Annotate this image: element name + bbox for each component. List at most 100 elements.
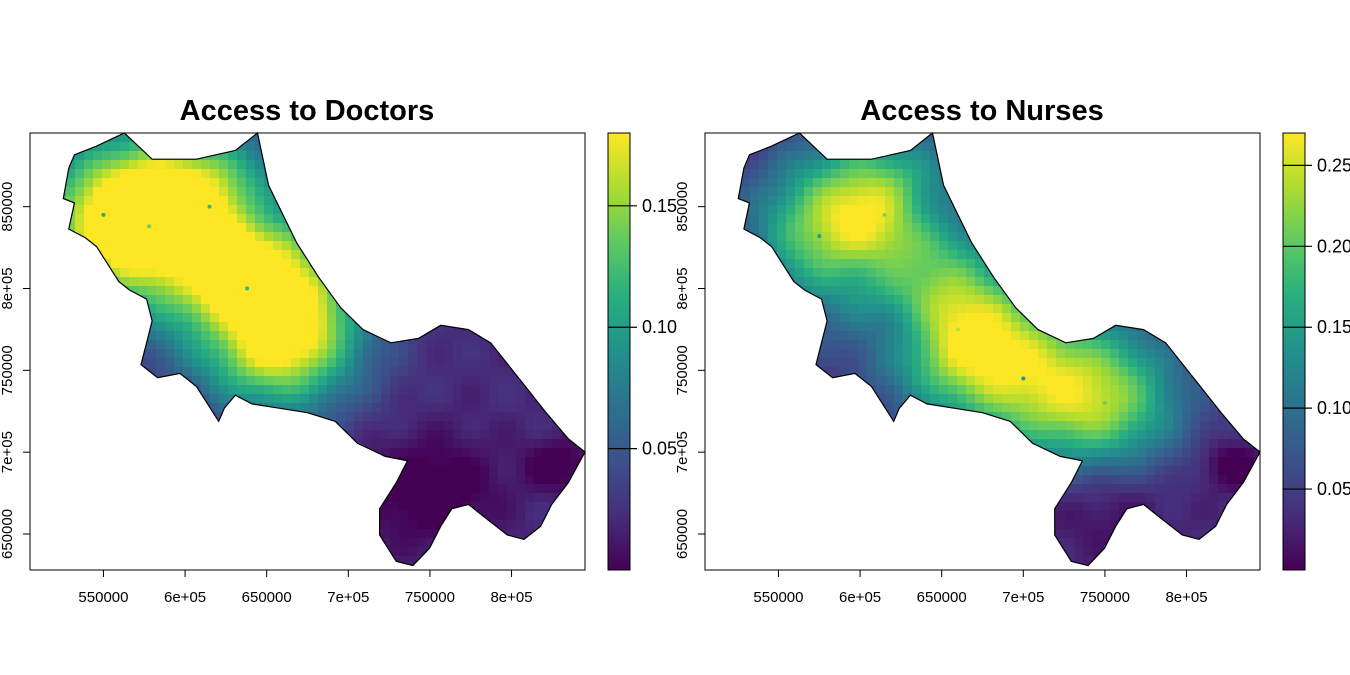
heat-cell [741,385,751,395]
heat-cell [1065,367,1075,377]
heat-cell [1209,313,1219,323]
heat-cell [1164,169,1174,179]
heat-cell [552,475,562,485]
heat-cell [1146,277,1156,287]
heat-cell [804,169,814,179]
heat-cell [237,268,247,278]
heat-cell [489,466,499,476]
heat-cell [345,322,355,332]
heat-cell [273,250,283,260]
heat-cell [111,142,121,152]
heat-cell [831,403,841,413]
heat-cell [885,268,895,278]
heat-cell [813,187,823,197]
heat-cell [498,322,508,332]
heat-cell [210,187,220,197]
heat-cell [75,448,85,458]
heat-cell [273,232,283,242]
heat-cell [1020,349,1030,359]
heat-cell [336,259,346,269]
heat-cell [579,403,586,413]
heat-cell [93,142,103,152]
heat-cell [993,349,1003,359]
heat-field [30,133,586,566]
heat-cell [1137,331,1147,341]
heat-cell [372,556,382,566]
heat-cell [534,376,544,386]
heat-cell [138,232,148,242]
heat-cell [273,538,283,548]
heat-cell [255,151,265,161]
heat-cell [453,394,463,404]
heat-cell [345,169,355,179]
heat-cell [174,439,184,449]
heat-cell [174,502,184,512]
x-tick-label: 8e+05 [490,589,532,606]
heat-cell [354,142,364,152]
heat-cell [1191,142,1201,152]
heat-cell [705,151,715,161]
heat-cell [777,178,787,188]
heat-cell [408,142,418,152]
heat-cell [102,250,112,260]
heat-cell [1056,214,1066,224]
heat-cell [723,322,733,332]
heat-cell [894,268,904,278]
heat-cell [921,250,931,260]
heat-cell [1191,151,1201,161]
heat-cell [1029,358,1039,368]
heat-cell [840,313,850,323]
heat-cell [75,457,85,467]
heat-cell [336,529,346,539]
heat-cell [912,259,922,269]
heat-cell [1065,178,1075,188]
heat-cell [831,277,841,287]
heat-cell [1173,169,1183,179]
heat-cell [552,241,562,251]
heat-cell [885,259,895,269]
heat-cell [1137,178,1147,188]
heat-cell [1146,169,1156,179]
heat-cell [237,259,247,269]
heat-cell [39,304,49,314]
heat-cell [30,205,40,215]
heat-cell [453,142,463,152]
heat-cell [192,502,202,512]
heat-cell [102,466,112,476]
heat-cell [156,448,166,458]
heat-cell [381,295,391,305]
heat-cell [1065,322,1075,332]
heat-cell [237,214,247,224]
heat-cell [867,142,877,152]
heat-cell [948,358,958,368]
heat-cell [66,538,76,548]
heat-cell [840,196,850,206]
heat-cell [39,547,49,557]
heat-cell [993,313,1003,323]
heat-cell [975,151,985,161]
heat-cell [552,187,562,197]
heat-cell [1047,259,1057,269]
heat-cell [345,367,355,377]
heat-cell [210,196,220,206]
heat-cell [39,142,49,152]
heat-cell [1029,178,1039,188]
heat-cell [372,367,382,377]
heat-cell [552,367,562,377]
heat-cell [1236,250,1246,260]
heat-cell [1173,313,1183,323]
heat-cell [1200,331,1210,341]
heat-cell [93,151,103,161]
heat-cell [363,313,373,323]
heat-cell [1065,313,1075,323]
heat-cell [984,394,994,404]
heat-cell [777,160,787,170]
heat-cell [543,358,553,368]
heat-cell [705,286,715,296]
heat-cell [516,529,526,539]
heat-cell [534,205,544,215]
heat-cell [63,403,67,413]
heat-cell [462,547,472,557]
heat-cell [1227,187,1237,197]
heat-cell [165,529,175,539]
